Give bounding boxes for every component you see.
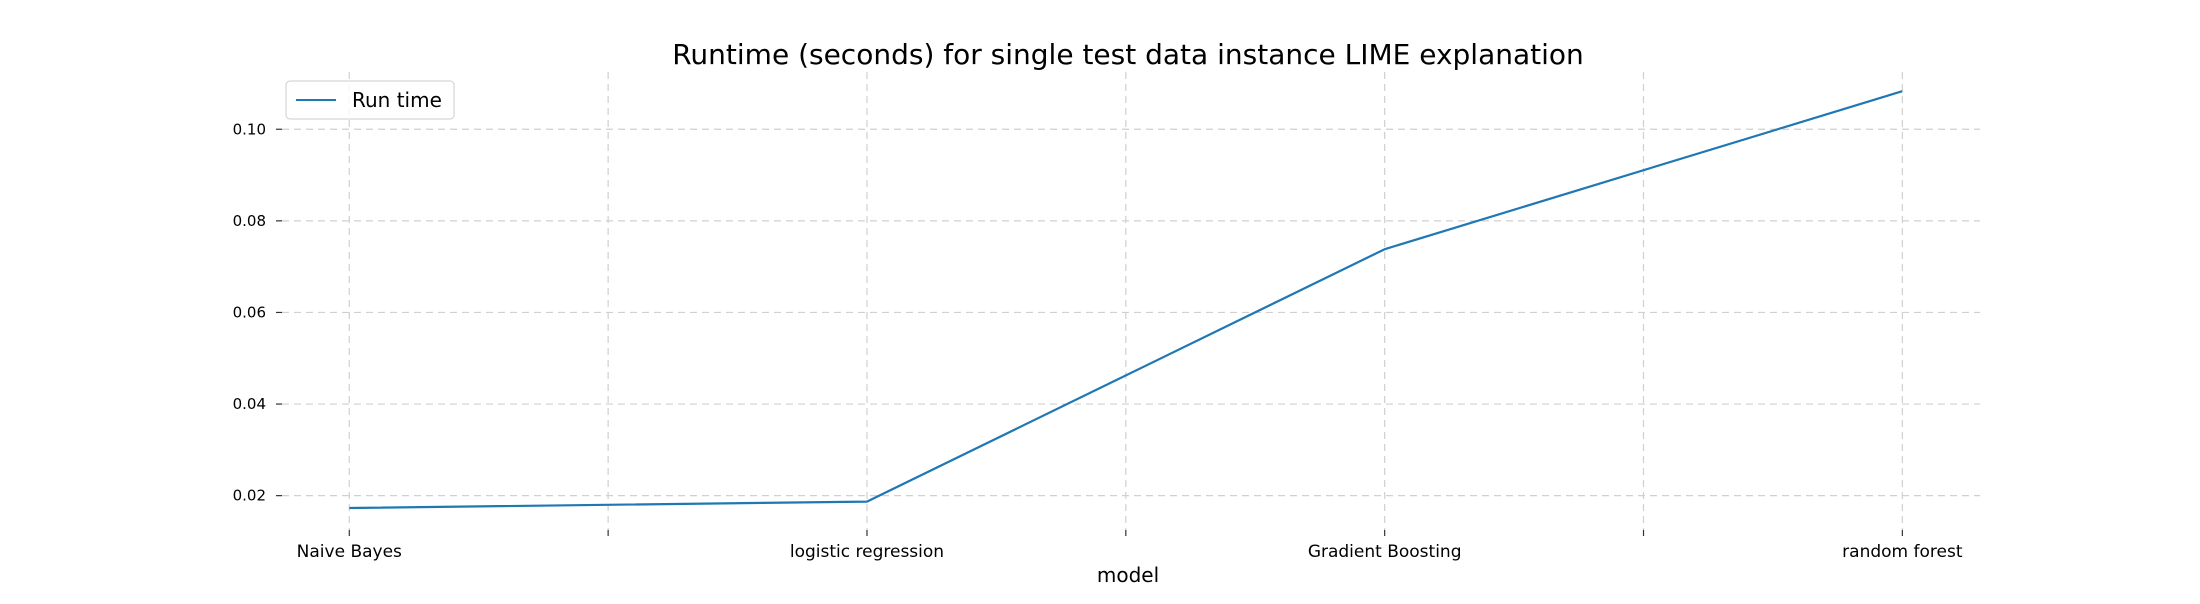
y-axis-ticks: 0.02 0.04 0.06 0.08 0.10 xyxy=(233,120,282,504)
x-axis-label: model xyxy=(1097,563,1159,587)
y-tick-label: 0.02 xyxy=(233,487,266,505)
y-tick-label: 0.06 xyxy=(233,303,266,321)
x-tick-label: Gradient Boosting xyxy=(1308,542,1462,562)
x-tick-label: random forest xyxy=(1842,542,1963,562)
x-tick-label: Naive Bayes xyxy=(297,542,402,562)
grid-lines xyxy=(282,72,1980,530)
y-tick-label: 0.08 xyxy=(233,212,266,230)
x-tick-label: logistic regression xyxy=(790,542,944,562)
x-axis-ticks: Naive Bayes logistic regression Gradient B… xyxy=(297,530,1963,562)
legend: Run time xyxy=(286,81,454,119)
legend-label: Run time xyxy=(352,88,442,112)
y-tick-label: 0.04 xyxy=(233,395,266,413)
chart-title: Runtime (seconds) for single test data i… xyxy=(672,38,1584,71)
y-tick-label: 0.10 xyxy=(233,120,266,138)
